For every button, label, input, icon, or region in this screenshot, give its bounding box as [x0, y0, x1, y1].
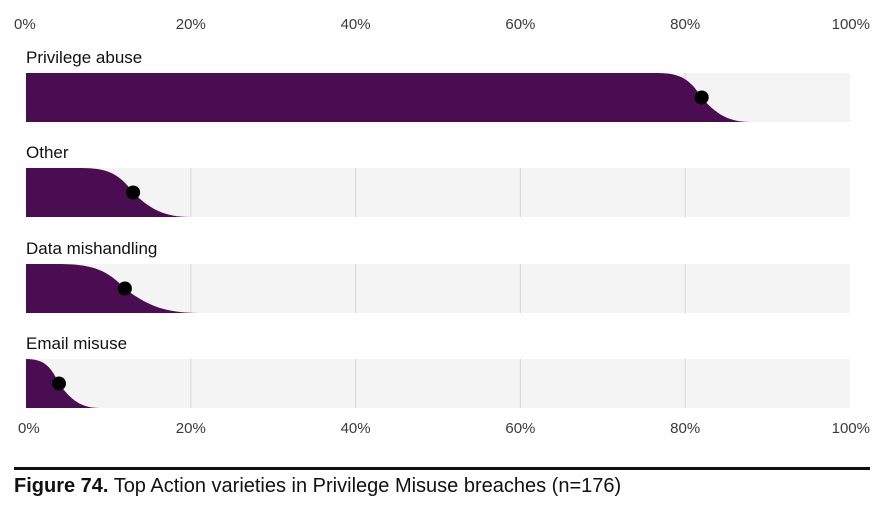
figure-caption: Figure 74. Top Action varieties in Privi…	[14, 475, 621, 498]
x-tick-label-top: 20%	[176, 16, 206, 33]
chart: 0% 20% 40% 60% 80% 100% Privilege abuse Other D…	[14, 16, 870, 437]
x-tick-label-bottom: 40%	[341, 420, 371, 437]
x-tick-label-top: 80%	[670, 16, 700, 33]
x-tick-label-top: 40%	[341, 16, 371, 33]
x-tick-label-top: 60%	[505, 16, 535, 33]
x-tick-label-bottom: 20%	[176, 420, 206, 437]
chart-row: Data mishandling	[26, 239, 850, 313]
chart-row: Email misuse	[26, 334, 850, 408]
x-tick-label-bottom: 0%	[18, 420, 40, 437]
chart-row: Other	[26, 143, 850, 217]
point-estimate-dot	[126, 185, 141, 200]
x-tick-label-bottom: 60%	[505, 420, 535, 437]
row-track	[26, 168, 850, 217]
category-label: Email misuse	[26, 334, 127, 353]
category-label: Data mishandling	[26, 239, 157, 258]
point-estimate-dot	[694, 90, 709, 105]
row-track	[26, 264, 850, 313]
caption-rule	[14, 467, 870, 470]
top-axis: 0% 20% 40% 60% 80% 100%	[14, 16, 870, 33]
row-track	[26, 359, 850, 408]
slab-fill	[26, 168, 191, 217]
x-tick-label-top: 0%	[14, 16, 36, 33]
slab-fill	[26, 73, 752, 122]
chart-rows: Privilege abuse Other Data mishandling Emai…	[26, 48, 850, 408]
slab-fill	[26, 264, 200, 313]
figure-label: Figure 74.	[14, 475, 109, 497]
category-label: Other	[26, 143, 69, 162]
chart-row: Privilege abuse	[26, 48, 850, 122]
point-estimate-dot	[51, 376, 66, 391]
figure-caption-text: Top Action varieties in Privilege Misuse…	[113, 475, 622, 497]
x-tick-label-bottom: 100%	[832, 420, 870, 437]
x-tick-label-top: 100%	[832, 16, 870, 33]
bottom-axis: 0% 20% 40% 60% 80% 100%	[18, 420, 870, 437]
x-tick-label-bottom: 80%	[670, 420, 700, 437]
category-label: Privilege abuse	[26, 48, 142, 67]
slab-fill	[26, 359, 101, 408]
point-estimate-dot	[117, 281, 132, 296]
